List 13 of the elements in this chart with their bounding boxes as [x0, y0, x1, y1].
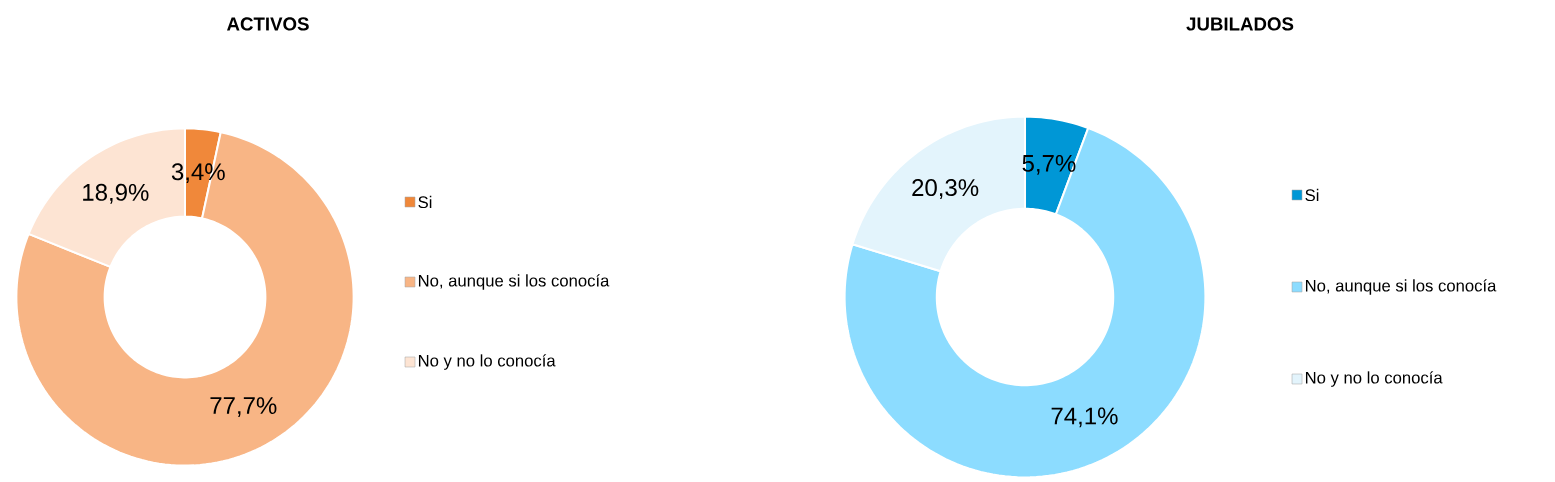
legend-label: Si — [1305, 188, 1319, 202]
data-label: 20,3% — [912, 179, 979, 199]
legend-label: No y no lo conocía — [1305, 371, 1443, 387]
data-label: 77,7% — [210, 397, 277, 417]
legend-label: No, aunque si los conocía — [418, 274, 610, 290]
chart-title: JUBILADOS — [1186, 17, 1294, 31]
chart-title: ACTIVOS — [226, 17, 309, 31]
data-label: 3,4% — [171, 163, 225, 184]
legend-label: Si — [418, 195, 432, 209]
data-label: 18,9% — [83, 183, 149, 204]
legend-label: No y no lo conocía — [418, 354, 556, 370]
data-label: 74,1% — [1051, 407, 1118, 428]
legend-label: No, aunque si los conocía — [1305, 279, 1497, 295]
